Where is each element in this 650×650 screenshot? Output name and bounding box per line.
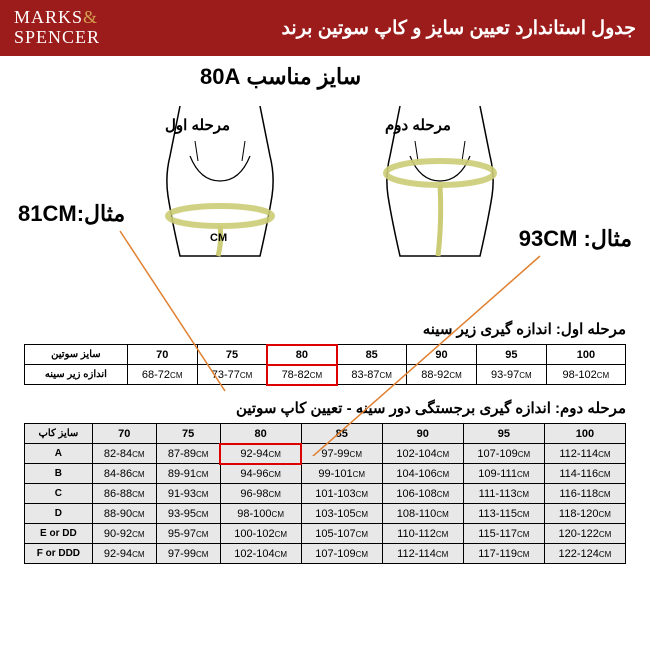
t2-cell: 109-111CM: [463, 464, 544, 484]
t2-cell: 102-104CM: [220, 544, 301, 564]
t2-cell: 86-88CM: [92, 484, 156, 504]
t2-cell: 107-109CM: [301, 544, 382, 564]
t1-size-header: 75: [197, 345, 267, 365]
t1-cell: 78-82CM: [267, 365, 337, 385]
t1-header-label: سایز سوتین: [25, 345, 128, 365]
t2-cup-label: B: [25, 464, 93, 484]
t1-cell: 88-92CM: [407, 365, 477, 385]
t2-cell: 118-120CM: [544, 504, 625, 524]
t2-size-header: 80: [220, 424, 301, 444]
t2-cell: 95-97CM: [156, 524, 220, 544]
logo-line2: SPENCER: [14, 27, 100, 47]
logo-line1: MARKS: [14, 7, 83, 27]
t2-cell: 105-107CM: [301, 524, 382, 544]
step2-label: مرحله دوم: [385, 116, 451, 134]
t2-cell: 97-99CM: [301, 444, 382, 464]
t2-cup-label: D: [25, 504, 93, 524]
t2-cell: 102-104CM: [382, 444, 463, 464]
t2-cell: 117-119CM: [463, 544, 544, 564]
t2-cell: 91-93CM: [156, 484, 220, 504]
t2-cell: 99-101CM: [301, 464, 382, 484]
t2-size-header: 95: [463, 424, 544, 444]
t2-cell: 103-105CM: [301, 504, 382, 524]
t1-size-header: 85: [337, 345, 407, 365]
t2-cell: 104-106CM: [382, 464, 463, 484]
cm-label: CM: [210, 232, 227, 244]
t1-cell: 93-97CM: [476, 365, 546, 385]
t2-cell: 92-94CM: [92, 544, 156, 564]
recommended-size: سایز مناسب 80A: [200, 64, 361, 90]
t2-cell: 110-112CM: [382, 524, 463, 544]
t2-cell: 120-122CM: [544, 524, 625, 544]
t2-cell: 112-114CM: [382, 544, 463, 564]
t2-cell: 98-100CM: [220, 504, 301, 524]
t2-cell: 88-90CM: [92, 504, 156, 524]
t2-size-header: 70: [92, 424, 156, 444]
t2-cell: 107-109CM: [463, 444, 544, 464]
t2-cell: 108-110CM: [382, 504, 463, 524]
t2-cell: 96-98CM: [220, 484, 301, 504]
t1-size-header: 70: [127, 345, 197, 365]
t2-cell: 114-116CM: [544, 464, 625, 484]
t1-cell: 73-77CM: [197, 365, 267, 385]
t2-cell: 115-117CM: [463, 524, 544, 544]
logo-ampersand: &: [83, 7, 98, 27]
t1-size-header: 100: [546, 345, 625, 365]
t2-cell: 112-114CM: [544, 444, 625, 464]
t2-cell: 106-108CM: [382, 484, 463, 504]
t2-cell: 113-115CM: [463, 504, 544, 524]
example-1: مثال:81CM: [18, 201, 125, 227]
size-table-1: سایز سوتین707580859095100 اندازه زیر سین…: [24, 344, 626, 385]
t2-cell: 87-89CM: [156, 444, 220, 464]
t2-cell: 111-113CM: [463, 484, 544, 504]
t2-size-header: 75: [156, 424, 220, 444]
t2-cup-label: C: [25, 484, 93, 504]
t2-cup-label: E or DD: [25, 524, 93, 544]
brand-logo: MARKS& SPENCER: [14, 8, 100, 48]
table1-title: مرحله اول: اندازه گیری زیر سینه: [0, 316, 650, 344]
t2-size-header: 90: [382, 424, 463, 444]
diagram-area: سایز مناسب 80A مرحله اول مرحله دوم مثال:…: [0, 56, 650, 316]
t1-cell: 83-87CM: [337, 365, 407, 385]
t2-cell: 100-102CM: [220, 524, 301, 544]
t1-size-header: 80: [267, 345, 337, 365]
t1-size-header: 90: [407, 345, 477, 365]
t2-cell: 94-96CM: [220, 464, 301, 484]
t2-header-label: سایز کاپ: [25, 424, 93, 444]
t2-cell: 82-84CM: [92, 444, 156, 464]
step1-label: مرحله اول: [165, 116, 230, 134]
t1-cell: 68-72CM: [127, 365, 197, 385]
t2-cell: 116-118CM: [544, 484, 625, 504]
example-2: مثال: 93CM: [519, 226, 632, 252]
t1-size-header: 95: [476, 345, 546, 365]
t2-cell: 97-99CM: [156, 544, 220, 564]
t2-cup-label: A: [25, 444, 93, 464]
page-title: جدول استاندارد تعیین سایز و کاپ سوتین بر…: [281, 17, 636, 40]
t2-cup-label: F or DDD: [25, 544, 93, 564]
t2-cell: 122-124CM: [544, 544, 625, 564]
t1-cell: 98-102CM: [546, 365, 625, 385]
t2-cell: 92-94CM: [220, 444, 301, 464]
header: MARKS& SPENCER جدول استاندارد تعیین سایز…: [0, 0, 650, 56]
table2-title: مرحله دوم: اندازه گیری برجستگی دور سینه …: [0, 395, 650, 423]
t2-size-header: 100: [544, 424, 625, 444]
t2-cell: 93-95CM: [156, 504, 220, 524]
t2-cell: 90-92CM: [92, 524, 156, 544]
t2-size-header: 85: [301, 424, 382, 444]
t1-row-label: اندازه زیر سینه: [25, 365, 128, 385]
size-table-2: سایز کاپ707580859095100 A82-84CM87-89CM9…: [24, 423, 626, 564]
t2-cell: 84-86CM: [92, 464, 156, 484]
t2-cell: 101-103CM: [301, 484, 382, 504]
t2-cell: 89-91CM: [156, 464, 220, 484]
